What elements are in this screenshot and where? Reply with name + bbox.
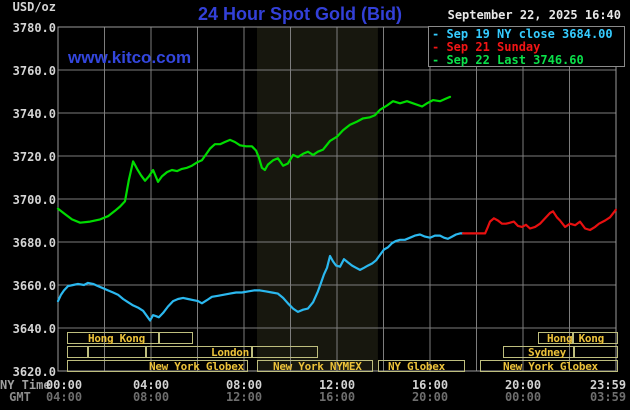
kitco-website-link[interactable]: www.kitco.com bbox=[68, 48, 192, 67]
session-box bbox=[146, 346, 252, 358]
y-axis-label: 3680.0 bbox=[12, 235, 56, 250]
x-axis-label-gmt: 04:00 bbox=[45, 390, 83, 404]
y-axis-label: 3700.0 bbox=[12, 192, 56, 207]
page-title: 24 Hour Spot Gold (Bid) bbox=[198, 4, 402, 24]
x-axis-label-ny: 08:00 bbox=[225, 378, 263, 392]
legend-item-sep22: - Sep 22 Last 3746.60 bbox=[432, 53, 584, 67]
x-axis-label-gmt: 08:00 bbox=[132, 390, 170, 404]
series-line-sep-19-ny-close bbox=[56, 232, 465, 322]
session-box bbox=[67, 360, 248, 372]
x-axis-label-gmt: 12:00 bbox=[225, 390, 263, 404]
datetime-label: September 22, 2025 16:40 bbox=[447, 8, 621, 22]
x-axis-label-ny: 20:00 bbox=[504, 378, 542, 392]
x-axis-label-gmt: 20:00 bbox=[411, 390, 449, 404]
session-box bbox=[88, 346, 146, 358]
x-axis-label-ny: 00:00 bbox=[45, 378, 83, 392]
session-box bbox=[538, 332, 573, 344]
session-label: Hong Kong bbox=[88, 332, 145, 345]
session-label: London bbox=[211, 346, 249, 359]
y-axis-label: 3740.0 bbox=[12, 106, 56, 121]
x-axis-row-title-ny: NY Time bbox=[0, 378, 51, 392]
session-label: Sydney bbox=[528, 346, 566, 359]
session-box bbox=[503, 346, 574, 358]
session-box bbox=[159, 332, 193, 344]
session-box bbox=[573, 332, 618, 344]
session-box bbox=[574, 346, 618, 358]
legend-item-sep19: - Sep 19 NY close 3684.00 bbox=[432, 27, 613, 41]
session-label: New York Globex bbox=[149, 360, 244, 373]
gridlines bbox=[57, 26, 617, 372]
y-axis-label: 3760.0 bbox=[12, 63, 56, 78]
x-axis-label-gmt: 00:00 bbox=[504, 390, 542, 404]
session-box bbox=[480, 360, 618, 372]
legend-item-sep21: - Sep 21 Sunday bbox=[432, 40, 541, 54]
session-label: Hong Kong bbox=[547, 332, 604, 345]
x-axis-label-ny: 12:00 bbox=[318, 378, 356, 392]
session-label: NY Globex bbox=[388, 360, 445, 373]
x-axis-label-ny: 04:00 bbox=[132, 378, 170, 392]
x-axis-label-gmt: 03:59 bbox=[589, 390, 627, 404]
x-axis-label-gmt: 16:00 bbox=[318, 390, 356, 404]
session-box bbox=[257, 360, 373, 372]
x-axis-row-title-gmt: GMT bbox=[9, 390, 31, 404]
session-box bbox=[67, 332, 159, 344]
series-line-sep-21-sunday bbox=[461, 208, 617, 235]
units-label: USD/oz bbox=[12, 0, 56, 14]
y-axis-label: 3660.0 bbox=[12, 278, 56, 293]
x-axis-label-ny: 16:00 bbox=[411, 378, 449, 392]
session-box bbox=[252, 346, 318, 358]
y-axis-label: 3720.0 bbox=[12, 149, 56, 164]
session-box bbox=[67, 346, 88, 358]
legend-box: - Sep 19 NY close 3684.00 - Sep 21 Sunda… bbox=[428, 26, 625, 67]
x-axis-label-ny: 23:59 bbox=[589, 378, 627, 392]
y-axis-label: 3780.0 bbox=[12, 20, 56, 35]
y-axis-label: 3620.0 bbox=[12, 364, 56, 379]
session-label: New York NYMEX bbox=[273, 360, 362, 373]
session-box bbox=[378, 360, 465, 372]
y-axis-label: 3640.0 bbox=[12, 321, 56, 336]
session-label: New York Globex bbox=[503, 360, 598, 373]
series-line-sep-22-last bbox=[56, 95, 452, 224]
